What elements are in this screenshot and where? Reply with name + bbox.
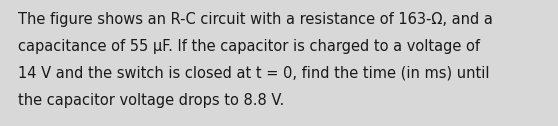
- Text: the capacitor voltage drops to 8.8 V.: the capacitor voltage drops to 8.8 V.: [18, 93, 284, 108]
- Text: 14 V and the switch is closed at t = 0, find the time (in ms) until: 14 V and the switch is closed at t = 0, …: [18, 66, 489, 81]
- Text: capacitance of 55 μF. If the capacitor is charged to a voltage of: capacitance of 55 μF. If the capacitor i…: [18, 39, 480, 54]
- Text: The figure shows an R-C circuit with a resistance of 163-Ω, and a: The figure shows an R-C circuit with a r…: [18, 12, 493, 27]
